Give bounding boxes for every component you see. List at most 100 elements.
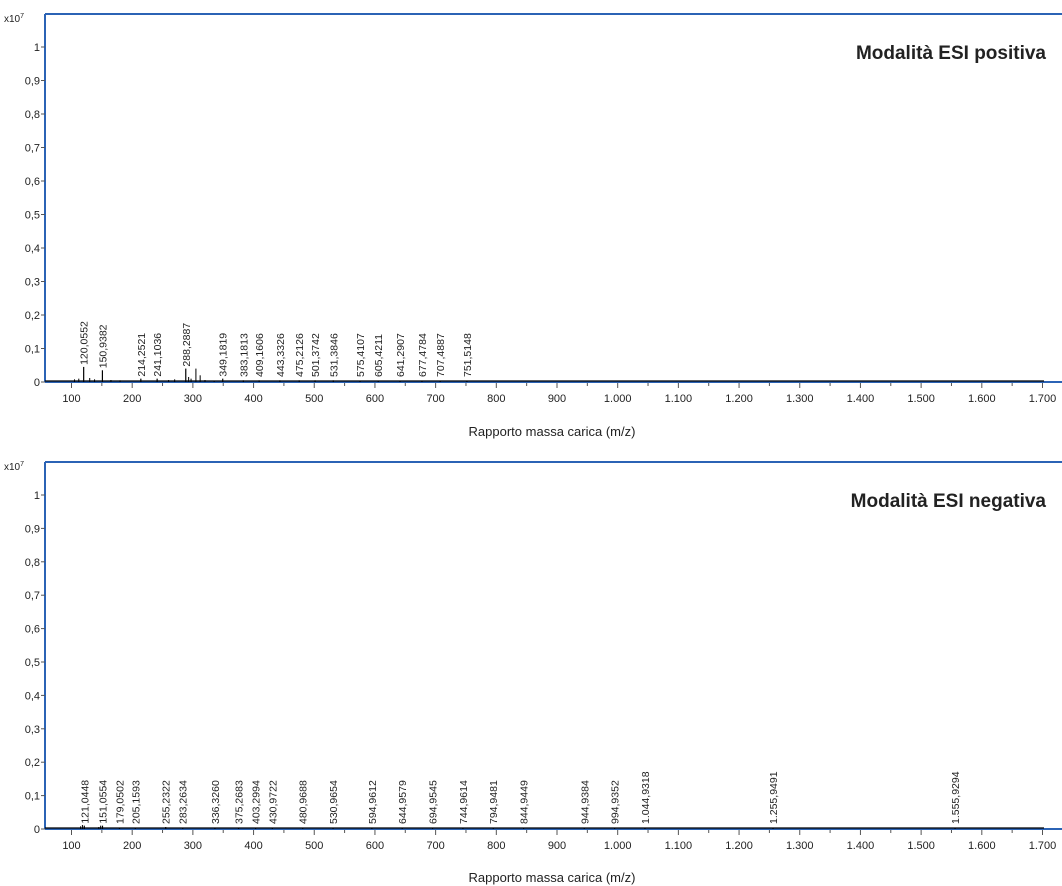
x-tick-label: 1.000 <box>604 393 632 405</box>
peak-label: 1.555,9294 <box>950 771 962 824</box>
peak-label: 214,2521 <box>136 333 148 377</box>
peak-label: 531,3846 <box>328 333 340 377</box>
peak-label: 283,2634 <box>178 780 190 824</box>
x-tick-label: 300 <box>184 393 202 405</box>
y-tick-label: 0,8 <box>25 109 40 121</box>
peak-label: 151,0554 <box>97 780 109 824</box>
peak-label: 1.255,9491 <box>768 771 780 824</box>
peak-label: 475,2126 <box>294 333 306 377</box>
x-axis-title: Rapporto massa carica (m/z) <box>469 870 636 885</box>
x-tick-label: 1.700 <box>1029 840 1057 852</box>
y-tick-label: 0,1 <box>25 791 40 803</box>
peak-label: 480,9688 <box>298 780 310 824</box>
peak-label: 994,9352 <box>610 780 622 824</box>
peak-label: 707,4887 <box>435 333 447 377</box>
peak-label: 944,9384 <box>579 780 591 824</box>
x-tick-label: 100 <box>62 840 80 852</box>
peak-label: 430,9722 <box>267 780 279 824</box>
y-tick-label: 0 <box>34 377 40 389</box>
x-tick-label: 1.400 <box>847 840 875 852</box>
peak-label: 120,0552 <box>79 321 91 365</box>
x-tick-label: 800 <box>487 393 505 405</box>
y-tick-label: 0 <box>34 824 40 836</box>
peak-label: 594,9612 <box>367 780 379 824</box>
peak-label: 605,4211 <box>373 334 385 377</box>
x-axis-title: Rapporto massa carica (m/z) <box>469 424 636 439</box>
y-tick-label: 0,1 <box>25 344 40 356</box>
mode-label: Modalità ESI positiva <box>856 43 1046 64</box>
y-tick-label: 0,3 <box>25 277 40 289</box>
peak-label: 794,9481 <box>488 780 500 824</box>
peak-label: 644,9579 <box>397 780 409 824</box>
peak-label: 409,1606 <box>254 333 266 377</box>
x-tick-label: 900 <box>548 840 566 852</box>
y-tick-label: 0,4 <box>25 690 40 702</box>
y-tick-label: 1 <box>34 42 40 54</box>
x-tick-label: 600 <box>366 393 384 405</box>
peak-label: 501,3742 <box>310 333 322 377</box>
peak-label: 179,0502 <box>114 780 126 824</box>
x-tick-label: 1.000 <box>604 840 632 852</box>
peak-label: 641,2907 <box>395 333 407 377</box>
spectrum-panel-negative: x107 0 0,1 0,2 0,3 0,4 0,5 0,6 0,7 0,8 0,9 1 100 200 3… <box>4 461 1062 885</box>
x-tick-label: 1.500 <box>907 393 935 405</box>
spectrum-panel-positive: x107 0 0,1 0,2 0,3 0,4 0,5 0,6 0,7 0,8 0,9 1 100 200 3… <box>4 13 1062 439</box>
peak-label: 443,3326 <box>275 333 287 377</box>
x-tick-label: 1.600 <box>968 840 996 852</box>
x-tick-label: 1.300 <box>786 393 814 405</box>
y-tick-label: 0,4 <box>25 243 40 255</box>
peak-label: 375,2683 <box>234 780 246 824</box>
y-tick-label: 0,5 <box>25 210 40 222</box>
peak-label: 383,1813 <box>238 333 250 377</box>
x-tick-label: 1.700 <box>1029 393 1057 405</box>
y-tick-label: 0,3 <box>25 724 40 736</box>
x-tick-label: 100 <box>62 393 80 405</box>
y-tick-label: 0,6 <box>25 176 40 188</box>
x-tick-label: 1.200 <box>725 393 753 405</box>
y-tick-label: 0,9 <box>25 76 40 88</box>
y-tick-label: 0,2 <box>25 757 40 769</box>
x-tick-label: 200 <box>123 393 141 405</box>
x-tick-label: 300 <box>184 840 202 852</box>
peak-label: 694,9545 <box>428 780 440 824</box>
x-tick-label: 1.100 <box>665 840 693 852</box>
y-tick-label: 0,8 <box>25 557 40 569</box>
x-tick-label: 500 <box>305 840 323 852</box>
peak-label: 150,9382 <box>97 324 109 368</box>
peak-label: 336,3260 <box>210 780 222 824</box>
y-multiplier: x107 <box>4 13 24 25</box>
peak-label: 575,4107 <box>355 333 367 377</box>
peak-label: 844,9449 <box>519 780 531 824</box>
peak-label: 751,5148 <box>462 333 474 377</box>
x-tick-label: 600 <box>366 840 384 852</box>
y-tick-label: 0,7 <box>25 590 40 602</box>
peak-label: 121,0448 <box>79 780 91 824</box>
peak-label: 288,2887 <box>181 323 193 367</box>
peak-label: 744,9614 <box>458 780 470 824</box>
y-multiplier: x107 <box>4 461 24 473</box>
peak-label: 1.044,9318 <box>640 771 652 824</box>
x-tick-label: 200 <box>123 840 141 852</box>
x-tick-label: 1.500 <box>907 840 935 852</box>
x-tick-label: 1.200 <box>725 840 753 852</box>
peak-label: 403,2994 <box>251 780 263 824</box>
y-tick-label: 0,5 <box>25 657 40 669</box>
y-tick-label: 0,9 <box>25 523 40 535</box>
x-tick-label: 1.400 <box>847 393 875 405</box>
peak-label: 255,2322 <box>161 780 173 824</box>
x-tick-label: 800 <box>487 840 505 852</box>
x-tick-label: 700 <box>426 393 444 405</box>
peak-label: 241,1036 <box>152 333 164 377</box>
mode-label: Modalità ESI negativa <box>851 491 1047 512</box>
y-tick-label: 0,7 <box>25 143 40 155</box>
x-tick-label: 500 <box>305 393 323 405</box>
y-tick-label: 0,2 <box>25 310 40 322</box>
x-tick-label: 400 <box>244 840 262 852</box>
x-tick-label: 400 <box>244 393 262 405</box>
x-tick-label: 1.100 <box>665 393 693 405</box>
y-tick-label: 1 <box>34 490 40 502</box>
peak-label: 677,4784 <box>417 333 429 377</box>
x-tick-label: 1.600 <box>968 393 996 405</box>
